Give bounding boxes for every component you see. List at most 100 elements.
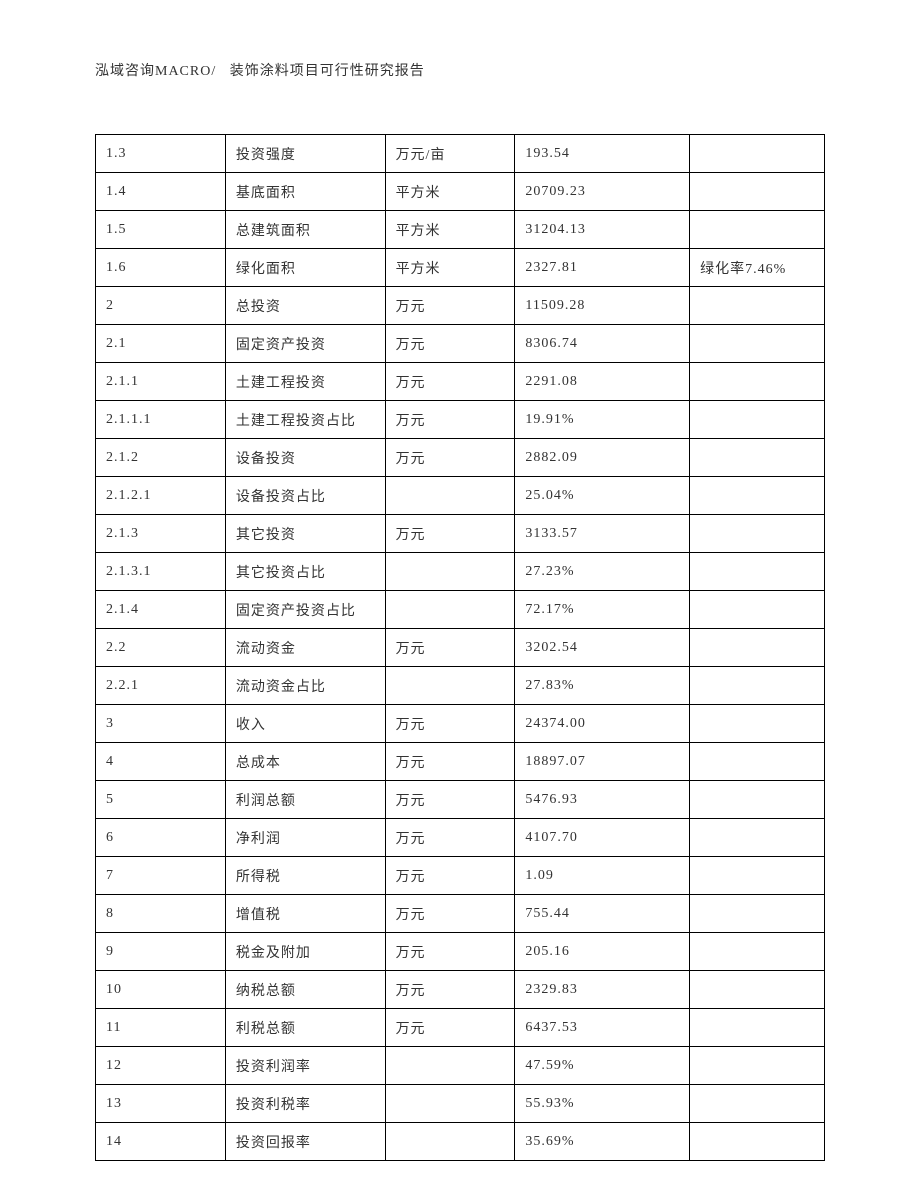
cell-value: 193.54 xyxy=(515,135,690,173)
cell-name: 其它投资 xyxy=(225,515,385,553)
cell-unit: 平方米 xyxy=(385,211,515,249)
cell-remark xyxy=(690,515,825,553)
cell-num: 5 xyxy=(96,781,226,819)
table-row: 2.1.4固定资产投资占比72.17% xyxy=(96,591,825,629)
cell-name: 投资利润率 xyxy=(225,1047,385,1085)
cell-name: 净利润 xyxy=(225,819,385,857)
cell-remark xyxy=(690,933,825,971)
cell-remark: 绿化率7.46% xyxy=(690,249,825,287)
table-row: 9税金及附加万元205.16 xyxy=(96,933,825,971)
cell-remark xyxy=(690,401,825,439)
cell-name: 土建工程投资 xyxy=(225,363,385,401)
cell-unit: 万元 xyxy=(385,819,515,857)
cell-num: 1.5 xyxy=(96,211,226,249)
cell-name: 设备投资 xyxy=(225,439,385,477)
cell-value: 24374.00 xyxy=(515,705,690,743)
cell-name: 固定资产投资占比 xyxy=(225,591,385,629)
cell-num: 1.3 xyxy=(96,135,226,173)
cell-unit xyxy=(385,553,515,591)
cell-name: 绿化面积 xyxy=(225,249,385,287)
cell-name: 所得税 xyxy=(225,857,385,895)
cell-remark xyxy=(690,325,825,363)
cell-unit xyxy=(385,667,515,705)
cell-name: 总投资 xyxy=(225,287,385,325)
cell-value: 2882.09 xyxy=(515,439,690,477)
cell-name: 基底面积 xyxy=(225,173,385,211)
cell-unit: 万元 xyxy=(385,705,515,743)
cell-num: 2.1.2 xyxy=(96,439,226,477)
table-row: 10纳税总额万元2329.83 xyxy=(96,971,825,1009)
cell-name: 流动资金 xyxy=(225,629,385,667)
cell-name: 设备投资占比 xyxy=(225,477,385,515)
cell-value: 20709.23 xyxy=(515,173,690,211)
cell-remark xyxy=(690,1009,825,1047)
cell-unit xyxy=(385,1047,515,1085)
cell-remark xyxy=(690,819,825,857)
cell-value: 4107.70 xyxy=(515,819,690,857)
cell-value: 18897.07 xyxy=(515,743,690,781)
cell-value: 3202.54 xyxy=(515,629,690,667)
cell-unit xyxy=(385,1085,515,1123)
cell-name: 流动资金占比 xyxy=(225,667,385,705)
cell-name: 固定资产投资 xyxy=(225,325,385,363)
cell-name: 总建筑面积 xyxy=(225,211,385,249)
cell-unit: 万元 xyxy=(385,971,515,1009)
cell-name: 利润总额 xyxy=(225,781,385,819)
cell-value: 205.16 xyxy=(515,933,690,971)
table-row: 5利润总额万元5476.93 xyxy=(96,781,825,819)
cell-value: 11509.28 xyxy=(515,287,690,325)
cell-name: 投资强度 xyxy=(225,135,385,173)
cell-num: 12 xyxy=(96,1047,226,1085)
cell-value: 6437.53 xyxy=(515,1009,690,1047)
cell-num: 2.1.4 xyxy=(96,591,226,629)
cell-num: 1.4 xyxy=(96,173,226,211)
page-header: 泓域咨询MACRO/ 装饰涂料项目可行性研究报告 xyxy=(95,60,425,80)
cell-remark xyxy=(690,895,825,933)
cell-unit: 万元 xyxy=(385,439,515,477)
table-row: 2.1.3其它投资万元3133.57 xyxy=(96,515,825,553)
cell-name: 纳税总额 xyxy=(225,971,385,1009)
cell-value: 55.93% xyxy=(515,1085,690,1123)
cell-remark xyxy=(690,743,825,781)
cell-name: 土建工程投资占比 xyxy=(225,401,385,439)
cell-unit: 平方米 xyxy=(385,173,515,211)
cell-value: 47.59% xyxy=(515,1047,690,1085)
table-row: 1.5总建筑面积平方米31204.13 xyxy=(96,211,825,249)
cell-num: 3 xyxy=(96,705,226,743)
cell-num: 2.1.1 xyxy=(96,363,226,401)
cell-value: 2291.08 xyxy=(515,363,690,401)
cell-unit xyxy=(385,591,515,629)
cell-unit: 万元 xyxy=(385,629,515,667)
cell-value: 3133.57 xyxy=(515,515,690,553)
cell-remark xyxy=(690,705,825,743)
table-body: 1.3投资强度万元/亩193.541.4基底面积平方米20709.231.5总建… xyxy=(96,135,825,1161)
cell-value: 1.09 xyxy=(515,857,690,895)
cell-value: 755.44 xyxy=(515,895,690,933)
cell-remark xyxy=(690,1085,825,1123)
cell-num: 14 xyxy=(96,1123,226,1161)
cell-num: 8 xyxy=(96,895,226,933)
table-row: 2.1.3.1其它投资占比27.23% xyxy=(96,553,825,591)
cell-remark xyxy=(690,135,825,173)
table-row: 6净利润万元4107.70 xyxy=(96,819,825,857)
cell-remark xyxy=(690,439,825,477)
table-row: 2.1.1.1土建工程投资占比万元19.91% xyxy=(96,401,825,439)
cell-name: 投资利税率 xyxy=(225,1085,385,1123)
cell-remark xyxy=(690,477,825,515)
cell-value: 25.04% xyxy=(515,477,690,515)
cell-name: 总成本 xyxy=(225,743,385,781)
cell-unit: 万元 xyxy=(385,781,515,819)
cell-unit: 万元 xyxy=(385,401,515,439)
table-row: 3收入万元24374.00 xyxy=(96,705,825,743)
cell-remark xyxy=(690,1123,825,1161)
cell-unit: 万元 xyxy=(385,743,515,781)
cell-num: 2.2.1 xyxy=(96,667,226,705)
cell-num: 10 xyxy=(96,971,226,1009)
cell-num: 9 xyxy=(96,933,226,971)
cell-name: 利税总额 xyxy=(225,1009,385,1047)
cell-value: 27.23% xyxy=(515,553,690,591)
table-row: 2.2流动资金万元3202.54 xyxy=(96,629,825,667)
cell-num: 2.1.1.1 xyxy=(96,401,226,439)
cell-remark xyxy=(690,629,825,667)
cell-value: 35.69% xyxy=(515,1123,690,1161)
